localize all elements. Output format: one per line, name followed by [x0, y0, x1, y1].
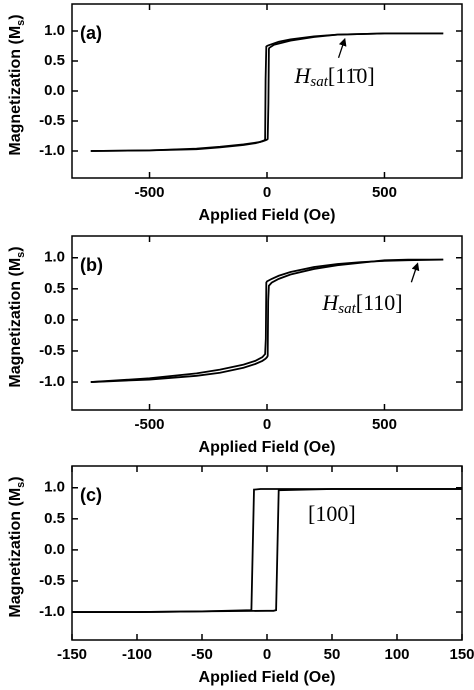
- y-tick-label: 1.0: [44, 249, 65, 266]
- x-axis-title: Applied Field (Oe): [199, 439, 336, 456]
- y-axis-title: Magnetization (Ms): [7, 476, 27, 617]
- y-axis-title-part: ): [7, 476, 24, 481]
- annotation-part: [110]: [356, 290, 403, 315]
- x-axis-title: Applied Field (Oe): [199, 207, 336, 224]
- x-tick-label: -500: [135, 184, 165, 201]
- y-tick-label: 0.5: [44, 510, 65, 527]
- plot-area: [90, 32, 444, 152]
- hysteresis-line: [72, 488, 462, 613]
- y-tick-label: -0.5: [39, 572, 65, 589]
- annotation-arrow: [410, 262, 420, 283]
- x-tick-label: 50: [324, 646, 341, 663]
- x-tick-label: 150: [449, 646, 474, 663]
- x-tick-label: 0: [263, 416, 271, 433]
- y-tick-label: -1.0: [39, 603, 65, 620]
- panel: 1.0 0.5 0.0 -0.5 -1.0 -500 0 500 (a) Applied Fiel…: [7, 3, 463, 224]
- hysteresis-line: [90, 32, 444, 152]
- plot-area: [90, 258, 444, 383]
- panel: 1.0 0.5 0.0 -0.5 -1.0 -500 0 500 (b) Applied Fiel…: [7, 235, 463, 456]
- y-tick-label: -1.0: [39, 373, 65, 390]
- x-tick-label: -150: [57, 646, 87, 663]
- annotation: Hsat[110]: [321, 290, 402, 317]
- annotation: Hsat[11̄0]: [294, 63, 375, 90]
- x-tick-label: 500: [372, 184, 397, 201]
- plot-frame: [71, 235, 463, 411]
- y-tick-label: 0.0: [44, 82, 65, 99]
- x-axis-title: Applied Field (Oe): [199, 669, 336, 686]
- x-tick-label: 0: [263, 184, 271, 201]
- y-tick-label: 1.0: [44, 479, 65, 496]
- panel-label: (a): [80, 23, 102, 43]
- y-axis-title-part: s: [15, 252, 27, 258]
- plot-area: [72, 488, 462, 613]
- y-axis-title-part: Magnetization (M: [7, 488, 24, 618]
- plot-frame: [71, 3, 463, 179]
- y-axis-title-part: s: [15, 20, 27, 26]
- annotation: [100]: [308, 501, 356, 526]
- y-axis-title-part: ): [7, 246, 24, 251]
- annotation-part: sat: [338, 302, 356, 318]
- hysteresis-line: [90, 258, 444, 383]
- y-tick-label: 0.0: [44, 311, 65, 328]
- annotation-part: [11̄0]: [328, 63, 375, 88]
- annotation-part: [100]: [308, 501, 356, 526]
- y-tick-label: -1.0: [39, 142, 65, 159]
- plot-frame: [71, 465, 463, 641]
- y-axis-title-part: ): [7, 14, 24, 19]
- annotation-part: H: [294, 63, 312, 88]
- hysteresis-line: [72, 488, 462, 613]
- y-tick-label: 0.5: [44, 280, 65, 297]
- y-axis-title: Magnetization (Ms): [7, 14, 27, 155]
- hysteresis-line: [90, 258, 444, 383]
- panel-label: (c): [80, 485, 102, 505]
- x-tick-label: 500: [372, 416, 397, 433]
- panel: 1.0 0.5 0.0 -0.5 -1.0 -150 -100 -50 0 50 100 150 (c)…: [7, 465, 474, 686]
- y-tick-label: 0.0: [44, 541, 65, 558]
- x-tick-label: -500: [135, 416, 165, 433]
- y-tick-label: 0.5: [44, 52, 65, 69]
- y-axis-title-part: Magnetization (M: [7, 26, 24, 156]
- x-tick-label: 0: [263, 646, 271, 663]
- annotation-part: H: [321, 290, 339, 315]
- x-tick-label: -50: [191, 646, 213, 663]
- annotation-arrow: [337, 37, 347, 59]
- y-tick-label: 1.0: [44, 22, 65, 39]
- y-tick-label: -0.5: [39, 342, 65, 359]
- annotation-part: sat: [310, 74, 328, 90]
- y-tick-label: -0.5: [39, 112, 65, 129]
- x-tick-label: -100: [122, 646, 152, 663]
- y-axis-title-part: s: [15, 482, 27, 488]
- y-axis-title-part: Magnetization (M: [7, 258, 24, 388]
- panel-label: (b): [80, 255, 103, 275]
- y-axis-title: Magnetization (Ms): [7, 246, 27, 387]
- x-tick-label: 100: [384, 646, 409, 663]
